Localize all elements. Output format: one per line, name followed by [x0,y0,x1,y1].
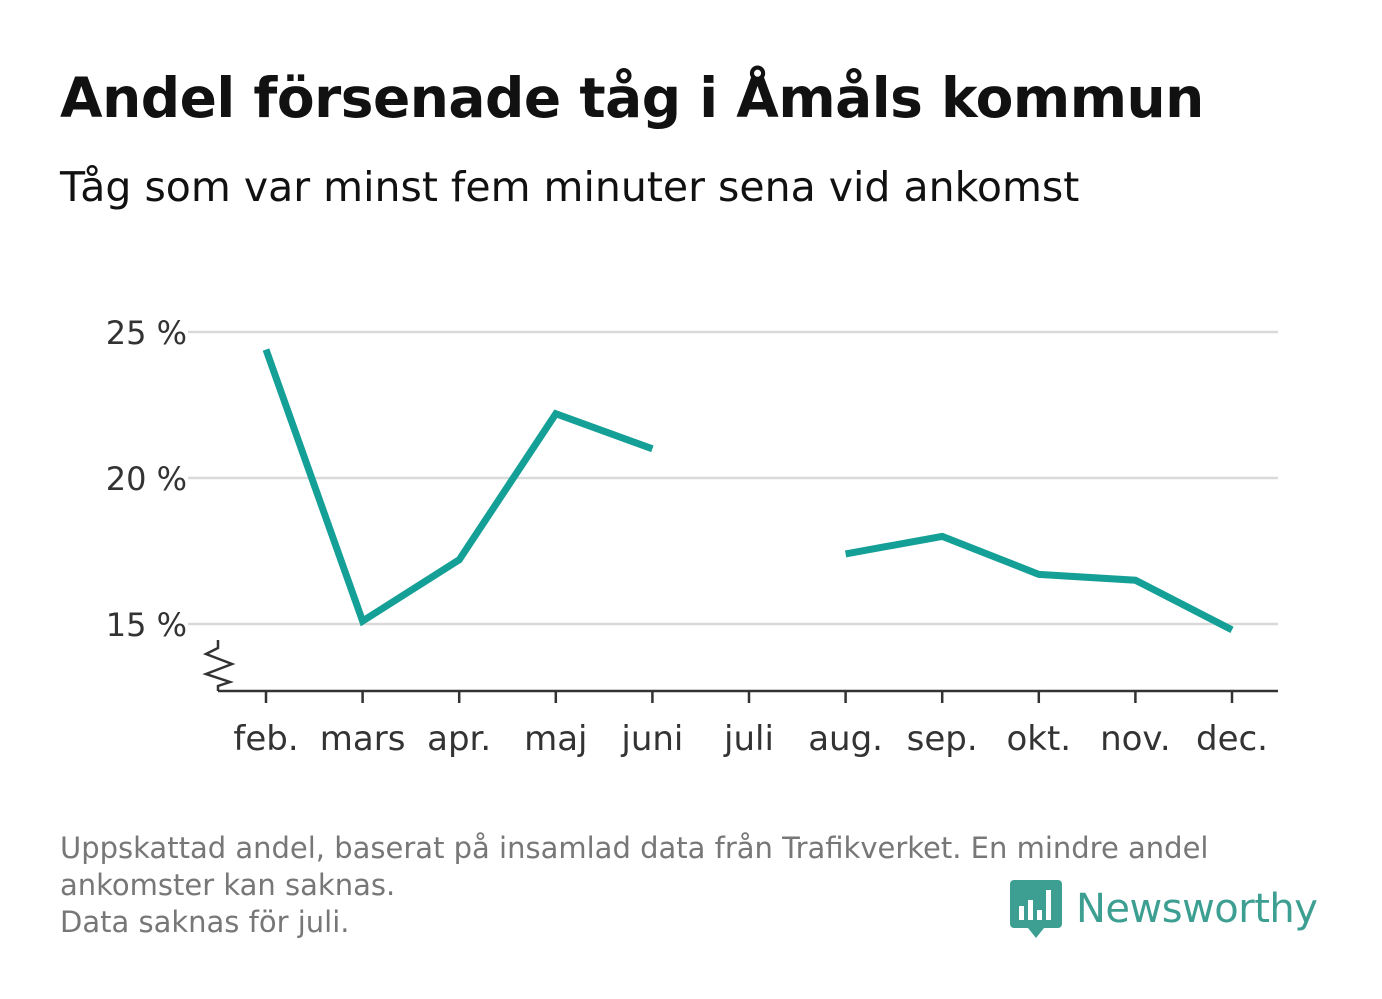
footnote-line: ankomster kan saknas. [60,868,396,902]
newsworthy-logo: Newsworthy [1010,880,1318,938]
x-tick-label: feb. [233,719,298,759]
x-tick-label: apr. [427,719,491,759]
x-tick-label: aug. [808,719,883,759]
x-tick-label: okt. [1006,719,1071,759]
x-tick-label: dec. [1196,719,1268,759]
y-tick-label: 20 % [106,460,187,498]
footnote: Uppskattad andel, baserat på insamlad da… [60,830,1320,941]
x-tick-label: nov. [1100,719,1171,759]
axis-break-mark [202,640,236,691]
chart-subtitle: Tåg som var minst fem minuter sena vid a… [60,163,1080,211]
newsworthy-bar-chart-icon [1010,880,1062,938]
x-tick-label: maj [524,719,587,759]
x-tick-label: juli [723,719,774,759]
line-chart: 15 % 20 % 25 % feb. mars apr. maj juni juli aug. s… [106,314,1278,759]
x-tick-label: mars [320,719,406,759]
x-tick-label: juni [620,719,683,759]
y-tick-label: 15 % [106,606,187,644]
logo-text: Newsworthy [1076,886,1318,932]
footnote-line: Data saknas för juli. [60,905,350,939]
chart-title: Andel försenade tåg i Åmåls kommun [60,66,1204,130]
x-tick-label: sep. [907,719,978,759]
series-line [844,532,1234,633]
footnote-line: Uppskattad andel, baserat på insamlad da… [60,831,1209,865]
series-line [262,348,654,627]
y-tick-label: 25 % [106,314,187,352]
